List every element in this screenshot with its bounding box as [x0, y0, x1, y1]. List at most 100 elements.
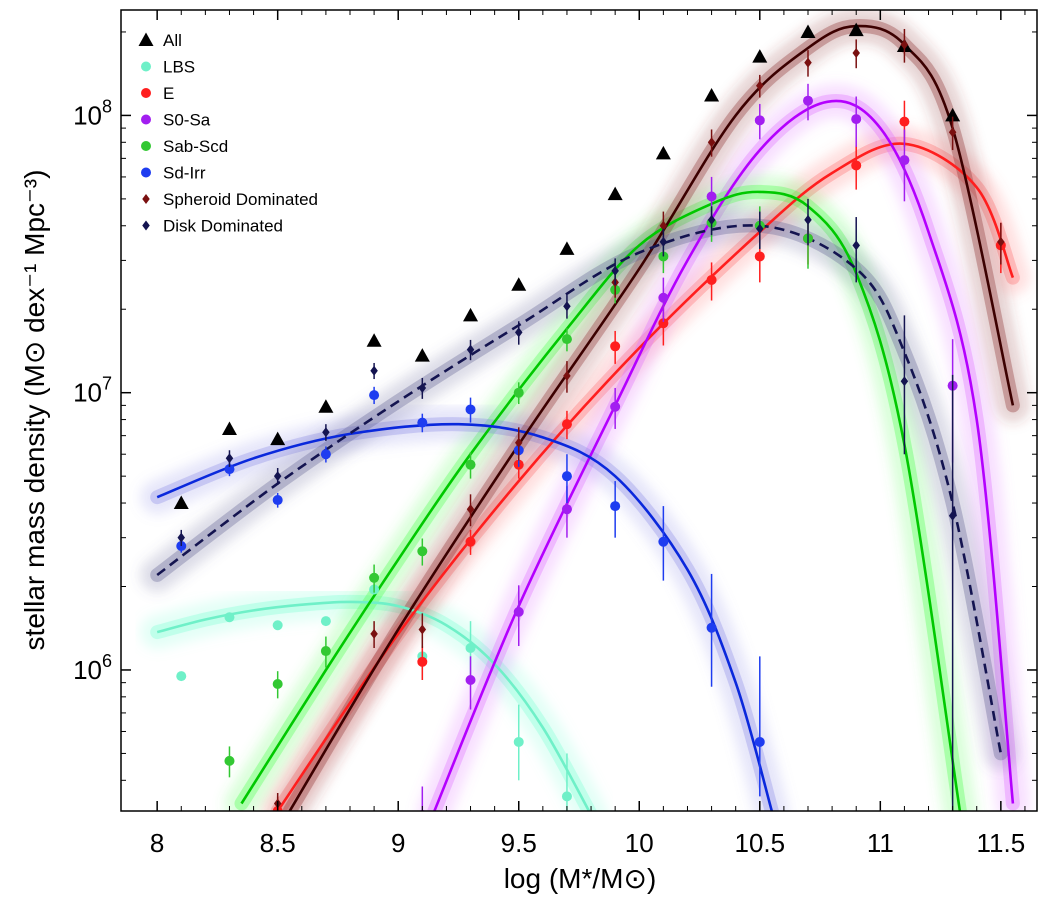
data-point: [465, 536, 476, 547]
data-point: [658, 318, 669, 329]
data-point: [848, 22, 864, 37]
data-point: [417, 656, 428, 667]
legend-label: S0-Sa: [163, 111, 211, 130]
data-point: [511, 277, 527, 291]
data-point: [900, 39, 909, 50]
legend-item: Sab-Scd: [141, 137, 228, 156]
data-point: [948, 127, 957, 138]
legend-item: Spheroid Dominated: [142, 190, 318, 209]
data-point: [418, 382, 427, 393]
data-point: [366, 333, 382, 347]
x-tick-label: 9: [391, 828, 405, 858]
data-point: [563, 301, 571, 312]
data-point: [899, 155, 910, 166]
data-point: [417, 417, 428, 428]
data-point: [224, 612, 235, 623]
x-tick-label: 11: [867, 828, 894, 858]
data-point: [465, 404, 476, 415]
data-point: [369, 572, 380, 583]
data-point: [138, 32, 154, 46]
data-point: [176, 671, 187, 682]
data-point: [177, 532, 186, 543]
fit-uncertainty-bands: [140, 10, 1030, 811]
data-point: [513, 606, 524, 617]
x-tick-label: 8.5: [260, 828, 296, 858]
y-tick-label: 108: [73, 96, 112, 130]
fit-curves: [156, 24, 1015, 811]
fit-curve: [276, 142, 1015, 811]
series-e: [272, 100, 1006, 811]
data-point: [561, 504, 572, 515]
data-point: [270, 431, 286, 446]
data-point: [754, 115, 765, 126]
data-point: [370, 628, 378, 639]
x-tick-label: 11.5: [976, 828, 1025, 858]
plot-frame: [120, 9, 1038, 812]
y-tick-label: 107: [73, 374, 112, 408]
data-point: [659, 220, 668, 231]
legend-label: Sab-Scd: [163, 137, 228, 156]
x-tick-label: 9.5: [501, 828, 537, 858]
data-point: [224, 464, 235, 475]
series-all: [173, 22, 961, 510]
data-point: [272, 679, 283, 690]
y-axis: 106 107 108: [73, 31, 1037, 781]
data-point: [899, 116, 910, 127]
data-point: [706, 274, 717, 285]
data-point: [465, 675, 476, 686]
fit-curve: [240, 190, 962, 811]
data-point: [707, 214, 716, 225]
legend-label: Disk Dominated: [163, 217, 283, 236]
data-point: [804, 57, 812, 68]
data-point: [852, 47, 860, 58]
data-point: [141, 141, 151, 151]
legend: All LBS E S0-Sa Sab-Scd Sd-Irr Spheroid Domina…: [138, 31, 318, 236]
data-point: [142, 220, 150, 231]
legend-label: E: [163, 84, 174, 103]
data-point: [561, 471, 572, 482]
data-point: [320, 449, 331, 460]
data-point: [322, 427, 330, 438]
data-point: [273, 471, 282, 482]
data-point: [804, 214, 812, 225]
fit-curve: [288, 24, 1015, 811]
data-point: [221, 421, 237, 435]
data-point: [752, 49, 768, 63]
data-point: [559, 241, 575, 255]
data-point: [610, 341, 621, 352]
data-point: [900, 376, 909, 387]
data-point: [561, 334, 572, 345]
data-point: [945, 107, 961, 122]
data-point: [561, 791, 572, 802]
data-point: [272, 495, 283, 506]
data-point: [803, 95, 813, 106]
data-point: [561, 419, 572, 430]
data-point: [948, 510, 957, 521]
fit-curve: [156, 224, 1003, 754]
x-axis: 8 8.5 9 9.5 10 10.5 11 11.5: [150, 10, 1026, 858]
data-point: [224, 755, 235, 766]
series-spheroid-dominated: [273, 28, 1005, 811]
data-point: [369, 390, 380, 401]
data-point: [463, 307, 479, 322]
data-point: [611, 265, 619, 276]
data-point: [141, 88, 151, 98]
data-point: [852, 240, 860, 251]
data-point: [513, 387, 524, 398]
legend-item: S0-Sa: [141, 111, 211, 130]
data-point: [173, 495, 189, 510]
data-point: [754, 251, 765, 262]
data-point: [754, 736, 765, 747]
legend-item: Disk Dominated: [142, 217, 283, 236]
data-point: [320, 616, 331, 627]
series-disk-dominated: [177, 198, 957, 811]
x-tick-label: 10: [625, 828, 654, 858]
y-axis-title: stellar mass density (M⊙ dex⁻¹ Mpc⁻³): [19, 170, 50, 651]
data-point: [706, 622, 717, 633]
data-point: [607, 186, 623, 201]
data-point: [756, 80, 764, 91]
x-tick-label: 8: [150, 828, 164, 858]
series-sd-irr: [176, 386, 765, 797]
data-point: [142, 194, 150, 204]
